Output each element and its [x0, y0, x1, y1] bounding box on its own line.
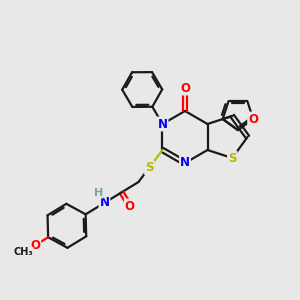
Text: S: S: [228, 152, 236, 164]
Text: N: N: [99, 196, 110, 209]
Text: S: S: [145, 161, 154, 174]
Text: H: H: [94, 188, 103, 198]
Text: O: O: [248, 112, 258, 126]
Text: N: N: [180, 157, 190, 169]
Text: CH₃: CH₃: [14, 248, 33, 257]
Text: O: O: [180, 82, 190, 94]
Text: O: O: [125, 200, 135, 212]
Text: N: N: [158, 118, 167, 130]
Text: O: O: [30, 238, 40, 252]
